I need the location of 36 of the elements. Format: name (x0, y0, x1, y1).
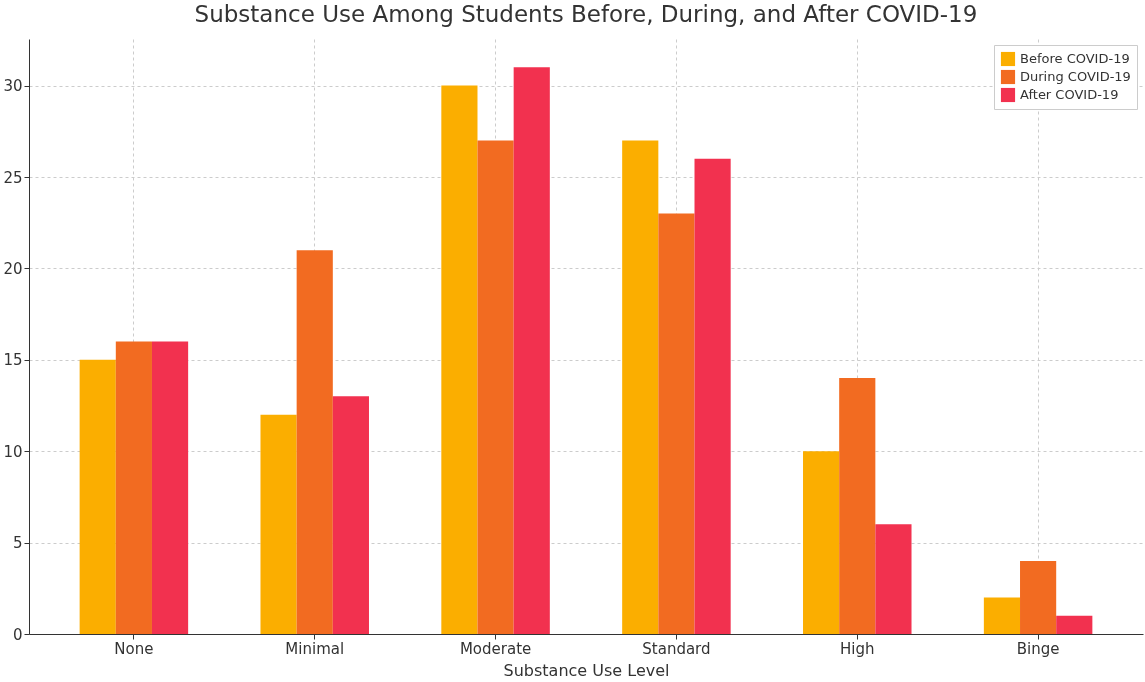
bar (332, 396, 369, 634)
x-tick-label: Moderate (459, 639, 532, 658)
bar (296, 250, 333, 634)
y-tick-label: 30 (3, 77, 23, 96)
bar (79, 359, 116, 634)
bar (875, 524, 912, 634)
y-tick-label: 5 (12, 534, 23, 553)
bar (658, 213, 695, 634)
x-tick-label: Standard (642, 639, 711, 658)
x-tick-label: High (840, 639, 875, 658)
legend-label: During COVID-19 (1020, 69, 1131, 84)
y-tick-label: 15 (3, 351, 23, 370)
bar (983, 597, 1021, 634)
y-tick-label: 20 (3, 259, 23, 278)
bar (1020, 560, 1057, 634)
legend-label: Before COVID-19 (1020, 51, 1130, 66)
x-tick-label: Minimal (285, 639, 345, 658)
bar (441, 85, 478, 634)
bar (151, 341, 189, 634)
bar (513, 67, 550, 634)
bar (839, 378, 876, 634)
y-tick-label: 0 (12, 625, 23, 644)
y-tick-label: 10 (3, 442, 23, 461)
bar (694, 158, 731, 634)
x-tick-label: None (114, 639, 154, 658)
bar (260, 414, 297, 634)
x-axis-title: Substance Use Level (503, 660, 670, 680)
chart-title: Substance Use Among Students Before, During, and After COVID-19 (194, 1, 978, 27)
y-tick-label: 25 (3, 168, 23, 187)
legend-label: After COVID-19 (1020, 87, 1119, 102)
bar (115, 341, 152, 634)
bar (803, 451, 840, 634)
bar (1056, 615, 1093, 634)
bar (622, 140, 659, 634)
bar (477, 140, 514, 634)
x-tick-label: Binge (1016, 639, 1060, 658)
